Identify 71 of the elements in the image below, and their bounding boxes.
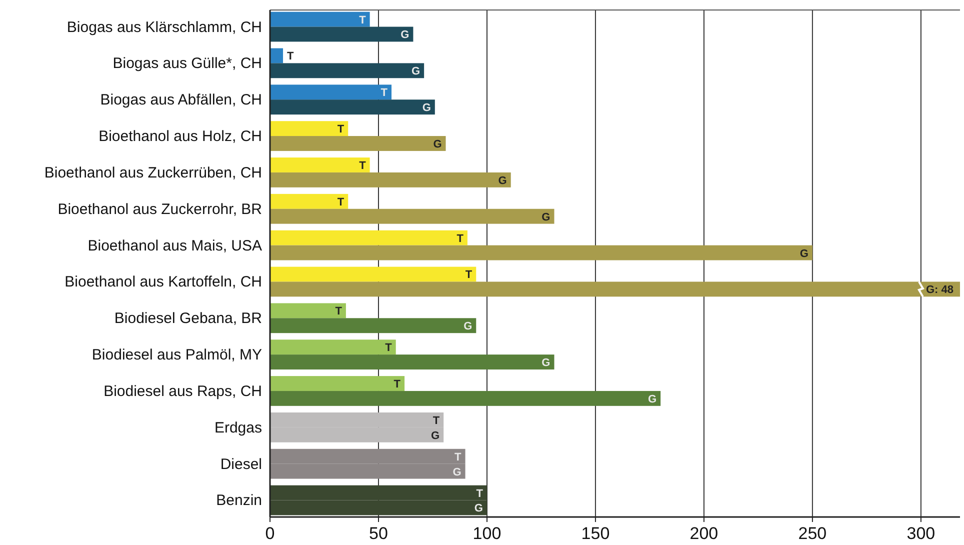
- data-label: G: [452, 466, 462, 478]
- y-tick-label: Biogas aus Abfällen, CH: [100, 92, 262, 109]
- bar: [270, 340, 396, 355]
- x-tick-label: 250: [798, 524, 827, 543]
- bar: [270, 245, 812, 260]
- y-tick-label: Bioethanol aus Mais, USA: [88, 237, 262, 254]
- data-label: T: [476, 488, 484, 500]
- data-label: G: [431, 430, 440, 442]
- x-tick-label: 100: [472, 524, 502, 543]
- bar: [270, 194, 348, 209]
- x-tick-label: 200: [690, 524, 718, 543]
- data-label: G: [648, 393, 657, 406]
- data-label: G: [400, 29, 410, 42]
- data-label: G: [498, 174, 507, 187]
- bar: [270, 303, 346, 318]
- data-label: T: [385, 342, 392, 354]
- y-tick-label: Benzin: [216, 492, 262, 510]
- bar: [270, 158, 370, 172]
- x-tick-label: 300: [906, 524, 936, 543]
- bar: [270, 63, 424, 78]
- bar: [270, 100, 435, 115]
- bar: [270, 136, 446, 151]
- bar: [270, 376, 405, 391]
- data-label: G: [422, 102, 431, 114]
- data-label: G: [411, 66, 420, 78]
- y-tick-label: Bioethanol aus Holz, CH: [98, 128, 262, 146]
- bar: [270, 26, 414, 42]
- data-label: G: [542, 211, 550, 224]
- bar: [270, 84, 392, 100]
- bar: [270, 208, 554, 224]
- y-tick-label: Diesel: [220, 456, 262, 473]
- bar: [270, 390, 661, 406]
- y-tick-label: Biodiesel Gebana, BR: [114, 310, 262, 328]
- bar: [270, 48, 284, 64]
- data-label: G: [474, 502, 483, 515]
- x-tick-label: 150: [581, 524, 610, 543]
- data-label: G: [542, 357, 550, 370]
- x-tick-label: 0: [265, 524, 275, 543]
- bar: [270, 121, 348, 136]
- data-label: T: [359, 160, 366, 172]
- data-label: G: [800, 248, 808, 260]
- data-label: G: [433, 138, 442, 150]
- data-label: T: [454, 451, 462, 464]
- y-tick-label: Erdgas: [214, 419, 262, 436]
- y-tick-label: Bioethanol aus Zuckerrohr, BR: [58, 200, 262, 218]
- bar: [270, 12, 370, 27]
- data-label: T: [337, 196, 344, 208]
- y-tick-label: Bioethanol aus Kartoffeln, CH: [64, 274, 262, 291]
- y-tick-label: Biodiesel aus Raps, CH: [104, 382, 262, 400]
- data-label: G: [464, 320, 472, 333]
- data-label: T: [394, 378, 401, 391]
- y-tick-label: Biogas aus Klärschlamm, CH: [66, 18, 262, 36]
- data-label: T: [359, 14, 366, 26]
- data-label: T: [465, 269, 472, 282]
- data-label: T: [432, 414, 440, 427]
- bar: [270, 318, 476, 334]
- data-label: T: [380, 87, 388, 100]
- data-label: T: [287, 50, 294, 63]
- bar: [270, 266, 476, 282]
- y-tick-label: Biogas aus Gülle*, CH: [112, 55, 262, 72]
- bar: [270, 282, 960, 297]
- data-label: T: [335, 306, 342, 318]
- bar: [270, 230, 468, 246]
- bar: [270, 354, 554, 370]
- y-tick-label: Biodiesel aus Palmöl, MY: [92, 346, 262, 364]
- bar: [270, 172, 511, 188]
- x-tick-label: 50: [369, 524, 388, 543]
- y-tick-label: Bioethanol aus Zuckerrüben, CH: [44, 164, 262, 182]
- annotation: G: 48: [926, 284, 954, 296]
- data-label: T: [337, 124, 344, 136]
- data-label: T: [456, 232, 464, 245]
